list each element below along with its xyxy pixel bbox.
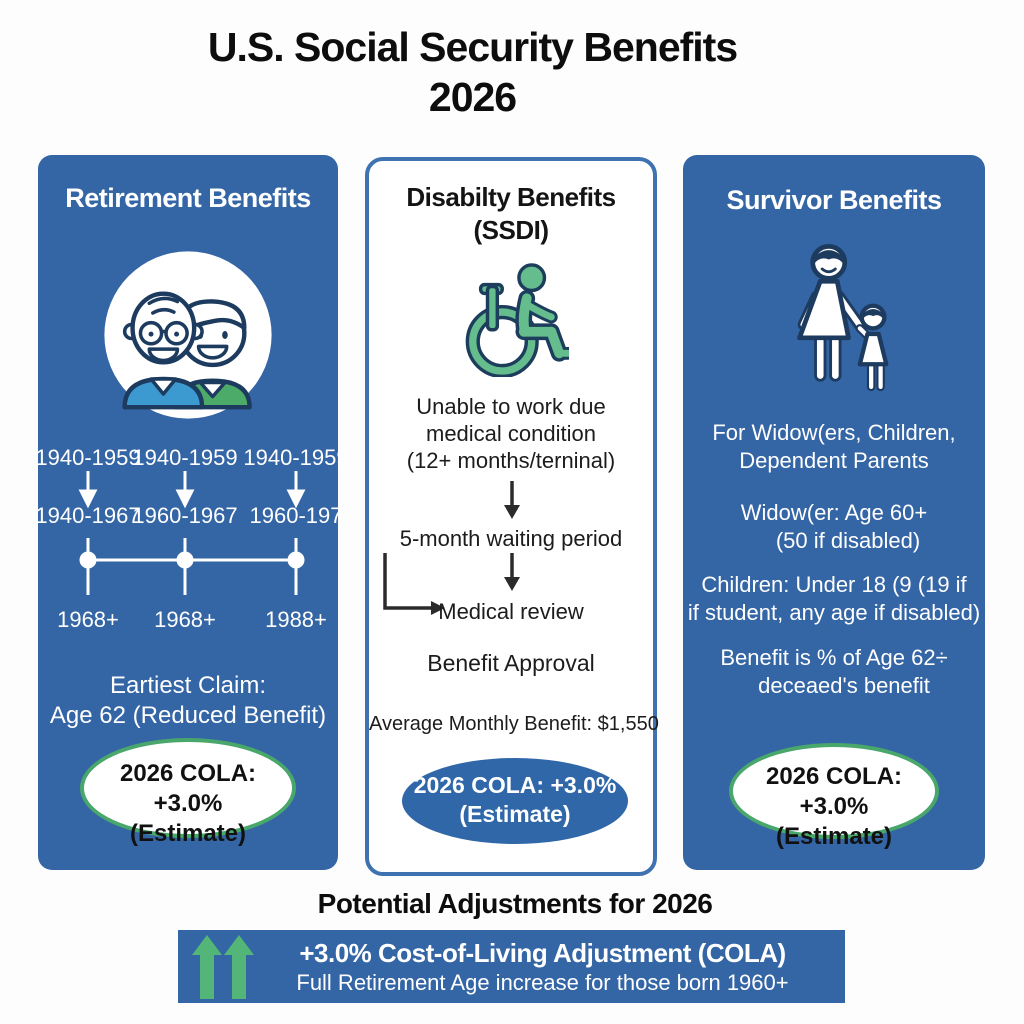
- timeline-row2-col2: 1960-1967: [132, 503, 238, 528]
- disability-heading: Disabilty Benefits (SSDI): [369, 181, 653, 247]
- condition-line3: (12+ months/terninal): [406, 448, 616, 473]
- survivor-panel: Survivor Benefits: [683, 155, 985, 870]
- retirement-cola-line1: 2026 COLA: +3.0%: [119, 760, 257, 817]
- disability-cola-line2: (Estimate): [459, 801, 571, 827]
- disability-cola-line1: 2026 COLA: +3.0%: [413, 772, 617, 798]
- children-line1: Children: Under 18 (9 (19 if: [701, 572, 967, 597]
- wheelchair-icon: [465, 263, 569, 377]
- timeline-row3-col3: 1988+: [265, 607, 327, 632]
- banner-line1: +3.0% Cost-of-Living Adjustment (COLA): [299, 938, 786, 968]
- earliest-claim-text: Eartiest Claim: Age 62 (Reduced Benefit): [38, 671, 338, 731]
- survivor-benefit-text: Benefit is % of Age 62÷ deceaed's benefi…: [683, 644, 985, 700]
- disability-heading-line1: Disabilty Benefits: [406, 182, 616, 212]
- timeline-row2-col3: 1960-197: [249, 503, 343, 528]
- page-title-line1: U.S. Social Security Benefits: [207, 24, 738, 70]
- timeline-row3-col1: 1968+: [57, 607, 119, 632]
- survivor-benefit-line1: Benefit is % of Age 62÷: [720, 645, 948, 670]
- benefit-approval-text: Benefit Approval: [427, 650, 595, 676]
- elderly-couple-icon: [104, 251, 272, 419]
- condition-line2: medical condition: [426, 421, 596, 446]
- timeline-row1-col1: 1940-1959: [35, 445, 141, 470]
- children-line2: if student, any age if disabled): [687, 600, 981, 625]
- earliest-claim-line2: Age 62 (Reduced Benefit): [49, 702, 327, 729]
- survivor-cola-line2: (Estimate): [775, 823, 893, 850]
- banner-text: +3.0% Cost-of-Living Adjustment (COLA) F…: [248, 937, 837, 996]
- survivor-heading: Survivor Benefits: [726, 185, 942, 215]
- mother-child-icon: [797, 243, 889, 392]
- widow-line1: Widow(er: Age 60+: [740, 500, 928, 525]
- timeline-row1-col2: 1940-1959: [132, 445, 238, 470]
- disability-cola-badge: 2026 COLA: +3.0% (Estimate): [402, 758, 628, 844]
- who-line2: Dependent Parents: [739, 448, 929, 473]
- retirement-cola-badge: 2026 COLA: +3.0% (Estimate): [80, 738, 296, 847]
- earliest-claim-line1: Eartiest Claim:: [109, 672, 267, 699]
- adjustments-banner: +3.0% Cost-of-Living Adjustment (COLA) F…: [178, 930, 845, 1003]
- page-title-line2: 2026: [428, 74, 517, 120]
- survivor-cola-line1: 2026 COLA: +3.0%: [765, 763, 903, 820]
- birth-year-timeline-graphic: [78, 471, 306, 595]
- disability-condition-text: Unable to work due medical condition (12…: [369, 393, 653, 474]
- average-benefit-text: Average Monthly Benefit: $1,550: [369, 713, 659, 735]
- page-title: U.S. Social Security Benefits 2026: [0, 22, 945, 122]
- arrow-down-icon: [504, 553, 520, 591]
- retirement-heading: Retirement Benefits: [65, 183, 311, 213]
- footer-heading: Potential Adjustments for 2026: [317, 888, 713, 919]
- disability-heading-line2: (SSDI): [473, 215, 550, 245]
- timeline-row3-col2: 1968+: [154, 607, 216, 632]
- who-line1: For Widow(ers, Children,: [712, 420, 956, 445]
- disability-panel: Disabilty Benefits (SSDI): [365, 157, 659, 876]
- arrow-down-icon: [504, 481, 520, 519]
- medical-review-text: Medical review: [438, 599, 584, 624]
- retirement-cola-line2: (Estimate): [129, 820, 247, 847]
- retirement-panel: Retirement Benefits: [35, 155, 349, 870]
- children-rule-text: Children: Under 18 (9 (19 if if student,…: [683, 571, 985, 627]
- widow-rule-text: Widow(er: Age 60+ (50 if disabled): [683, 499, 985, 555]
- survivor-benefit-line2: deceaed's benefit: [758, 673, 930, 698]
- waiting-period-text: 5-month waiting period: [399, 526, 623, 551]
- timeline-row2-col1: 1940-1967: [35, 503, 141, 528]
- elbow-arrow-icon: [383, 553, 445, 615]
- survivor-who-text: For Widow(ers, Children, Dependent Paren…: [683, 419, 985, 475]
- green-up-arrows-icon: [192, 935, 254, 999]
- survivor-cola-badge: 2026 COLA: +3.0% (Estimate): [729, 743, 939, 850]
- widow-line2: (50 if disabled): [775, 528, 921, 553]
- condition-line1: Unable to work due: [416, 394, 606, 419]
- banner-line2: Full Retirement Age increase for those b…: [296, 970, 789, 995]
- timeline-row1-col3: 1940-1959: [243, 445, 349, 470]
